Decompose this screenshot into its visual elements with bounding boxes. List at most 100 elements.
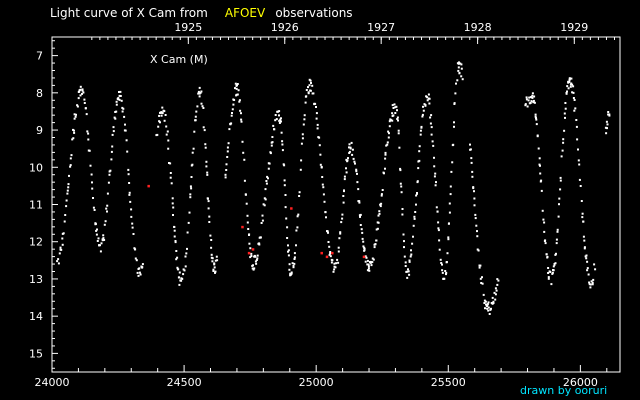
observation-point: [280, 117, 282, 120]
observation-point: [573, 99, 576, 101]
observation-point: [361, 231, 364, 234]
observation-point: [287, 244, 289, 247]
observation-point: [293, 252, 296, 255]
observation-point: [351, 153, 354, 156]
observation-point: [105, 207, 108, 210]
observation-point: [64, 214, 67, 216]
observation-point: [211, 260, 214, 263]
observation-point: [338, 237, 341, 240]
observation-point: [528, 96, 531, 99]
observation-point: [446, 252, 449, 255]
observation-point: [358, 201, 361, 204]
observation-point: [320, 166, 323, 169]
observation-point: [159, 121, 161, 124]
observation-point: [458, 61, 460, 64]
y-tick-label: 8: [36, 87, 43, 100]
observation-point: [242, 151, 245, 154]
observation-point: [252, 264, 254, 267]
observation-point: [403, 255, 406, 258]
observation-point: [473, 190, 475, 193]
observation-point: [402, 233, 405, 236]
observation-point: [178, 271, 181, 274]
observation-point: [403, 246, 405, 249]
observation-point: [401, 213, 404, 216]
observation-point: [125, 139, 128, 142]
observation-point: [576, 138, 579, 141]
observation-point: [106, 204, 109, 207]
observation-point: [367, 267, 370, 270]
observation-point: [173, 235, 176, 238]
observation-point: [482, 293, 485, 296]
observation-point: [299, 168, 302, 171]
observation-point: [470, 161, 473, 164]
observation-point: [408, 273, 411, 276]
observation-point: [410, 253, 413, 256]
observation-point: [544, 239, 547, 242]
observation-point: [525, 98, 528, 101]
observation-point: [580, 200, 583, 202]
observation-point: [486, 303, 489, 306]
observation-point: [532, 99, 535, 102]
observation-point: [261, 219, 264, 222]
observation-point: [70, 154, 73, 157]
observation-point: [62, 232, 65, 235]
observation-point: [533, 101, 536, 104]
observation-point-red: [331, 251, 334, 255]
observation-point: [476, 230, 478, 233]
observation-point: [129, 200, 132, 203]
observation-point: [593, 263, 596, 266]
observation-point: [453, 125, 455, 128]
observation-point: [106, 210, 108, 213]
observation-point: [307, 86, 309, 89]
observation-point: [547, 276, 550, 279]
observation-point: [492, 300, 495, 303]
observation-point: [591, 283, 594, 286]
observation-point: [388, 132, 390, 135]
observation-point: [493, 291, 496, 294]
observation-point: [396, 116, 399, 119]
observation-point: [592, 278, 595, 281]
observation-point: [316, 123, 319, 126]
observation-point: [341, 213, 344, 216]
observation-point: [424, 104, 427, 107]
observation-point: [240, 112, 242, 115]
observation-point: [277, 110, 279, 113]
observation-point: [479, 264, 482, 267]
observation-point: [254, 260, 257, 263]
observation-point: [540, 179, 543, 182]
observation-point: [337, 250, 340, 253]
observation-point: [544, 242, 547, 245]
observation-point: [334, 266, 337, 269]
observation-point: [435, 181, 437, 184]
observation-point: [99, 244, 101, 247]
observation-point: [77, 97, 80, 100]
observation-point: [460, 75, 463, 78]
observation-point: [288, 268, 291, 271]
observation-point: [200, 90, 203, 93]
observation-point: [449, 185, 452, 188]
observation-point: [207, 200, 210, 203]
observation-point: [87, 138, 90, 141]
observation-point: [491, 296, 494, 299]
observation-point: [443, 277, 446, 280]
observation-point: [583, 247, 586, 250]
observation-point: [485, 303, 488, 306]
observation-point: [426, 99, 429, 102]
observation-point: [175, 258, 178, 261]
observation-point: [113, 116, 116, 119]
observation-point: [342, 195, 345, 197]
observation-point: [478, 266, 481, 269]
observation-point: [546, 256, 549, 259]
observation-point: [76, 105, 79, 108]
observation-point: [237, 89, 240, 92]
observation-point: [538, 157, 541, 160]
y-axis: 7 8 9 10 11 12 13 14 15: [29, 40, 58, 369]
observation-point: [73, 113, 76, 116]
observation-point: [307, 91, 310, 94]
observation-point: [413, 215, 416, 218]
observation-point: [190, 187, 193, 190]
observation-point: [259, 236, 262, 239]
observation-point: [278, 114, 280, 117]
observation-point: [455, 82, 457, 85]
observation-point: [308, 84, 311, 87]
